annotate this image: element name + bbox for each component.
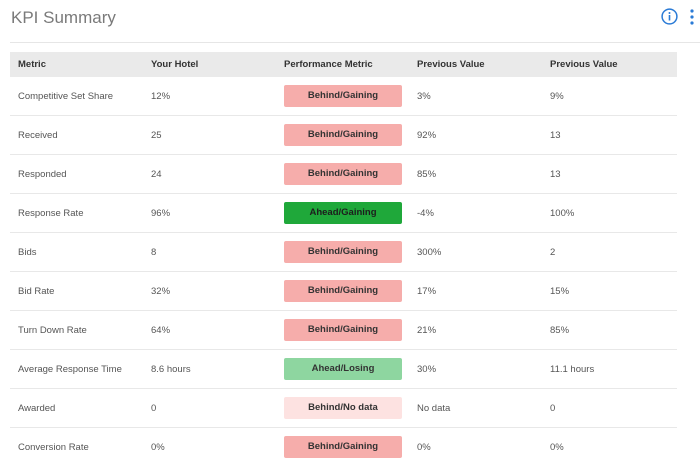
column-header-previous-value-2[interactable]: Previous Value	[542, 52, 677, 77]
your-hotel-cell: 25	[143, 115, 276, 155]
previous-value-2-cell: 0	[542, 388, 677, 428]
previous-value-2-cell: 2	[542, 232, 677, 272]
table-row: Bids 8 Behind/Gaining 300% 2	[10, 232, 677, 272]
status-badge: Ahead/Losing	[284, 358, 402, 380]
table-row: Received 25 Behind/Gaining 92% 13	[10, 115, 677, 155]
performance-cell: Behind/Gaining	[276, 232, 409, 272]
performance-cell: Ahead/Gaining	[276, 193, 409, 233]
kpi-table: Metric Your Hotel Performance Metric Pre…	[10, 52, 677, 466]
column-header-your-hotel[interactable]: Your Hotel	[143, 52, 276, 77]
column-header-metric[interactable]: Metric	[10, 52, 143, 77]
previous-value-2-cell: 85%	[542, 310, 677, 350]
status-badge: Behind/Gaining	[284, 319, 402, 341]
metric-cell: Received	[10, 115, 143, 155]
performance-cell: Behind/No data	[276, 388, 409, 428]
performance-cell: Behind/Gaining	[276, 154, 409, 194]
status-badge: Behind/Gaining	[284, 85, 402, 107]
status-badge: Behind/No data	[284, 397, 402, 419]
previous-value-cell: 300%	[409, 232, 542, 272]
status-badge: Behind/Gaining	[284, 124, 402, 146]
your-hotel-cell: 0	[143, 388, 276, 428]
status-badge: Behind/Gaining	[284, 280, 402, 302]
previous-value-cell: 30%	[409, 349, 542, 389]
your-hotel-cell: 12%	[143, 77, 276, 116]
metric-cell: Awarded	[10, 388, 143, 428]
page-title: KPI Summary	[11, 8, 116, 27]
metric-cell: Turn Down Rate	[10, 310, 143, 350]
status-badge: Behind/Gaining	[284, 241, 402, 263]
previous-value-cell: 85%	[409, 154, 542, 194]
more-vertical-icon[interactable]	[689, 8, 695, 26]
previous-value-cell: 3%	[409, 77, 542, 116]
your-hotel-cell: 8.6 hours	[143, 349, 276, 389]
previous-value-2-cell: 15%	[542, 271, 677, 311]
performance-cell: Behind/Gaining	[276, 310, 409, 350]
status-badge: Behind/Gaining	[284, 163, 402, 185]
previous-value-cell: 92%	[409, 115, 542, 155]
column-header-previous-value[interactable]: Previous Value	[409, 52, 542, 77]
performance-cell: Behind/Gaining	[276, 77, 409, 116]
metric-cell: Competitive Set Share	[10, 77, 143, 116]
your-hotel-cell: 64%	[143, 310, 276, 350]
performance-cell: Ahead/Losing	[276, 349, 409, 389]
previous-value-2-cell: 13	[542, 115, 677, 155]
metric-cell: Average Response Time	[10, 349, 143, 389]
metric-cell: Conversion Rate	[18, 441, 89, 453]
table-header-row: Metric Your Hotel Performance Metric Pre…	[10, 52, 677, 77]
table-row: Bid Rate 32% Behind/Gaining 17% 15%	[10, 271, 677, 311]
previous-value-cell: 0%	[417, 441, 431, 453]
metric-cell: Bid Rate	[10, 271, 143, 311]
your-hotel-cell: 8	[143, 232, 276, 272]
info-icon[interactable]	[661, 8, 678, 25]
previous-value-cell: No data	[409, 388, 542, 428]
performance-cell: Behind/Gaining	[276, 271, 409, 311]
your-hotel-cell: 24	[143, 154, 276, 194]
previous-value-2-cell: 0%	[550, 441, 564, 453]
table-row: Response Rate 96% Ahead/Gaining -4% 100%	[10, 193, 677, 233]
table-row: Competitive Set Share 12% Behind/Gaining 3%…	[10, 77, 677, 116]
your-hotel-cell: 0%	[151, 441, 165, 453]
previous-value-2-cell: 13	[542, 154, 677, 194]
header-divider	[10, 42, 700, 43]
performance-cell: Behind/Gaining	[276, 428, 409, 467]
metric-cell: Responded	[10, 154, 143, 194]
table-row: Turn Down Rate 64% Behind/Gaining 21% 85%	[10, 310, 677, 350]
previous-value-2-cell: 9%	[542, 77, 677, 116]
performance-cell: Behind/Gaining	[276, 115, 409, 155]
previous-value-cell: 21%	[409, 310, 542, 350]
status-badge: Ahead/Gaining	[284, 202, 402, 224]
column-header-performance-metric[interactable]: Performance Metric	[276, 52, 409, 77]
previous-value-2-cell: 100%	[542, 193, 677, 233]
metric-cell: Bids	[10, 232, 143, 272]
table-row: Responded 24 Behind/Gaining 85% 13	[10, 154, 677, 194]
metric-cell: Response Rate	[10, 193, 143, 233]
previous-value-cell: 17%	[409, 271, 542, 311]
your-hotel-cell: 96%	[143, 193, 276, 233]
table-row: Awarded 0 Behind/No data No data 0	[10, 388, 677, 428]
table-row: Average Response Time 8.6 hours Ahead/Losi…	[10, 349, 677, 389]
previous-value-2-cell: 11.1 hours	[542, 349, 677, 389]
your-hotel-cell: 32%	[143, 271, 276, 311]
status-badge: Behind/Gaining	[284, 436, 402, 458]
previous-value-cell: -4%	[409, 193, 542, 233]
table-row: Conversion Rate 0% Behind/Gaining 0% 0%	[10, 428, 677, 467]
